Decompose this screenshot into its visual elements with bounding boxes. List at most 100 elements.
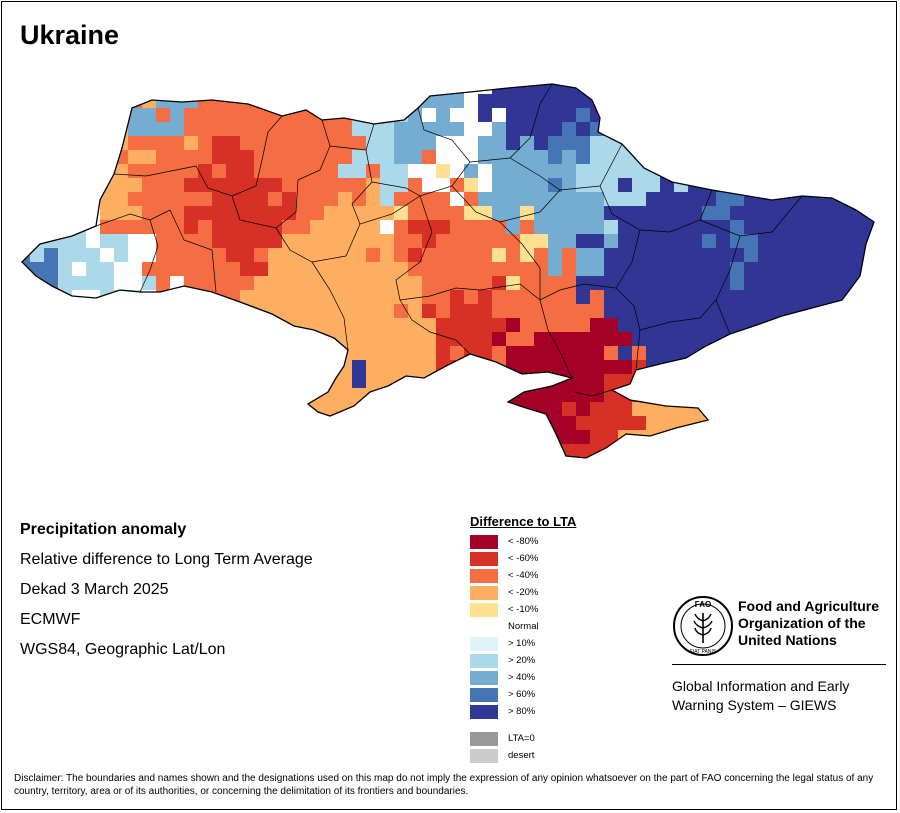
grid-cell bbox=[464, 108, 478, 122]
grid-cell bbox=[324, 262, 338, 276]
grid-cell bbox=[226, 276, 240, 290]
grid-cell bbox=[660, 374, 674, 388]
grid-cell bbox=[128, 122, 142, 136]
grid-cell bbox=[758, 262, 772, 276]
grid-cell bbox=[534, 84, 548, 94]
grid-cell bbox=[492, 220, 506, 234]
grid-cell bbox=[170, 84, 184, 94]
grid-cell bbox=[212, 136, 226, 150]
grid-cell bbox=[520, 374, 534, 388]
grid-cell bbox=[324, 290, 338, 304]
grid-cell bbox=[408, 84, 422, 94]
grid-cell bbox=[366, 360, 380, 374]
grid-cell bbox=[240, 430, 254, 444]
grid-cell bbox=[800, 444, 814, 458]
grid-cell bbox=[58, 346, 72, 360]
grid-cell bbox=[618, 458, 632, 472]
grid-cell bbox=[562, 220, 576, 234]
giews-name: Global Information and Early Warning Sys… bbox=[672, 678, 850, 713]
grid-cell bbox=[170, 430, 184, 444]
grid-cell bbox=[604, 206, 618, 220]
grid-cell bbox=[436, 94, 450, 108]
grid-cell bbox=[310, 248, 324, 262]
grid-cell bbox=[856, 360, 870, 374]
grid-cell bbox=[842, 416, 856, 430]
grid-cell bbox=[100, 108, 114, 122]
grid-cell bbox=[240, 220, 254, 234]
grid-cell bbox=[352, 430, 366, 444]
grid-cell bbox=[338, 94, 352, 108]
grid-cell bbox=[282, 304, 296, 318]
grid-cell bbox=[240, 150, 254, 164]
grid-cell bbox=[450, 84, 464, 94]
grid-cell bbox=[772, 206, 786, 220]
grid-cell bbox=[800, 178, 814, 192]
grid-cell bbox=[44, 108, 58, 122]
grid-cell bbox=[744, 262, 758, 276]
legend-label: < -60% bbox=[508, 553, 539, 564]
grid-cell bbox=[254, 360, 268, 374]
grid-cell bbox=[590, 290, 604, 304]
grid-cell bbox=[156, 220, 170, 234]
grid-cell bbox=[282, 178, 296, 192]
grid-cell bbox=[842, 318, 856, 332]
grid-cell bbox=[548, 388, 562, 402]
grid-cell bbox=[156, 136, 170, 150]
grid-cell bbox=[702, 388, 716, 402]
grid-cell bbox=[436, 178, 450, 192]
grid-cell bbox=[744, 416, 758, 430]
grid-cell bbox=[282, 416, 296, 430]
grid-cell bbox=[366, 94, 380, 108]
grid-cell bbox=[758, 108, 772, 122]
grid-cell bbox=[450, 416, 464, 430]
grid-cell bbox=[352, 374, 366, 388]
grid-cell bbox=[856, 164, 870, 178]
grid-cell bbox=[618, 84, 632, 94]
grid-cell bbox=[72, 136, 86, 150]
map-title: Ukraine bbox=[20, 20, 120, 50]
fao-org-name: Food and Agriculture Organization of the… bbox=[738, 598, 880, 648]
grid-cell bbox=[492, 136, 506, 150]
grid-cell bbox=[240, 192, 254, 206]
grid-cell bbox=[436, 164, 450, 178]
grid-cell bbox=[520, 248, 534, 262]
grid-cell bbox=[870, 276, 874, 290]
grid-cell bbox=[870, 122, 874, 136]
grid-cell bbox=[772, 276, 786, 290]
grid-cell bbox=[506, 290, 520, 304]
grid-cell bbox=[324, 150, 338, 164]
grid-cell bbox=[114, 346, 128, 360]
grid-cell bbox=[310, 304, 324, 318]
grid-cell bbox=[660, 136, 674, 150]
grid-cell bbox=[618, 94, 632, 108]
grid-cell bbox=[268, 206, 282, 220]
grid-cell bbox=[786, 248, 800, 262]
grid-cell bbox=[660, 304, 674, 318]
grid-cell bbox=[142, 346, 156, 360]
grid-cell bbox=[534, 150, 548, 164]
grid-cell bbox=[688, 458, 702, 472]
grid-cell bbox=[254, 458, 268, 472]
grid-cell bbox=[646, 346, 660, 360]
grid-cell bbox=[548, 122, 562, 136]
grid-cell bbox=[828, 458, 842, 472]
grid-cell bbox=[478, 304, 492, 318]
grid-cell bbox=[198, 374, 212, 388]
grid-cell bbox=[562, 458, 576, 472]
grid-cell bbox=[170, 304, 184, 318]
grid-cell bbox=[632, 444, 646, 458]
grid-cell bbox=[856, 84, 870, 94]
grid-cell bbox=[366, 304, 380, 318]
grid-cell bbox=[716, 234, 730, 248]
grid-cell bbox=[828, 164, 842, 178]
grid-cell bbox=[296, 150, 310, 164]
grid-cell bbox=[100, 206, 114, 220]
grid-cell bbox=[170, 150, 184, 164]
grid-cell bbox=[44, 136, 58, 150]
grid-cell bbox=[520, 122, 534, 136]
grid-cell bbox=[142, 374, 156, 388]
grid-cell bbox=[100, 444, 114, 458]
grid-cell bbox=[562, 206, 576, 220]
grid-cell bbox=[58, 220, 72, 234]
grid-cell bbox=[156, 164, 170, 178]
